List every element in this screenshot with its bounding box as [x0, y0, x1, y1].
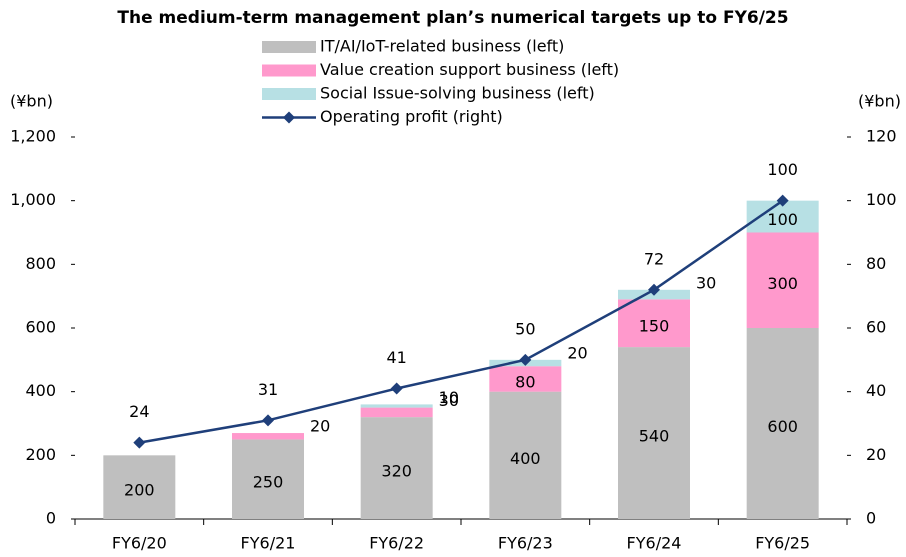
data-label: 200 — [124, 481, 155, 500]
y-tick-label: 200 — [25, 445, 56, 464]
line-marker — [776, 194, 789, 207]
data-label: 20 — [310, 417, 330, 436]
chart-title: The medium-term management plan’s numeri… — [117, 8, 788, 28]
legend-label: IT/AI/IoT-related business (left) — [320, 37, 564, 56]
bar-segment — [232, 433, 304, 440]
bar-segment — [232, 439, 304, 519]
bar-segment — [360, 407, 433, 418]
legend-label: Value creation support business (left) — [320, 60, 619, 79]
legend-swatch — [283, 111, 295, 124]
bar-segment — [489, 366, 562, 392]
data-label: 100 — [767, 160, 798, 179]
data-label: 10 — [439, 388, 459, 407]
data-label: 24 — [129, 402, 149, 421]
data-label: 100 — [767, 210, 798, 229]
data-label: 80 — [515, 372, 535, 391]
line-marker — [133, 436, 146, 449]
bar-segment — [103, 455, 176, 519]
x-tick-label: FY6/22 — [369, 534, 424, 553]
data-label: 300 — [767, 274, 798, 293]
line-marker — [262, 414, 274, 427]
bar-segment — [618, 299, 690, 348]
data-label: 250 — [253, 473, 284, 492]
data-label: 30 — [696, 273, 716, 292]
y-axis-label: (¥bn) — [10, 92, 53, 111]
y2-tick-label: 20 — [866, 445, 886, 464]
data-label: 50 — [515, 319, 535, 338]
data-label: 72 — [644, 249, 664, 268]
data-label: 30 — [439, 391, 459, 410]
bar-segment — [360, 417, 433, 519]
bar-segment — [746, 232, 819, 328]
data-label: 150 — [639, 317, 670, 336]
bar-segment — [360, 404, 433, 408]
line — [139, 199, 784, 444]
x-tick-label: FY6/24 — [627, 534, 682, 553]
bar-segment — [746, 328, 819, 519]
y-tick-label: 400 — [25, 381, 56, 400]
data-label: 320 — [381, 462, 412, 481]
x-tick-label: FY6/21 — [241, 534, 296, 553]
bar-segment — [618, 347, 690, 519]
y-tick-label: 1,200 — [10, 127, 56, 146]
y2-tick-label: 60 — [866, 318, 886, 337]
data-label: 41 — [386, 348, 406, 367]
legend-swatch — [262, 88, 316, 100]
data-label: 400 — [510, 449, 541, 468]
x-tick-label: FY6/25 — [755, 534, 810, 553]
legend-label: Social Issue-solving business (left) — [320, 84, 595, 103]
y2-tick-label: 120 — [866, 127, 897, 146]
y-tick-label: 0 — [46, 509, 56, 528]
y-tick-label: 800 — [25, 254, 56, 273]
data-label: 20 — [567, 343, 587, 362]
line-marker — [648, 283, 660, 296]
y-tick-label: 1,000 — [10, 190, 56, 209]
data-label: 540 — [639, 427, 670, 446]
x-tick-label: FY6/20 — [112, 534, 167, 553]
data-label: 600 — [767, 417, 798, 436]
y2-tick-label: 100 — [866, 190, 897, 209]
legend-swatch — [262, 64, 316, 77]
y-tick-label: 600 — [25, 318, 56, 337]
y2-tick-label: 80 — [866, 254, 886, 273]
data-label: 31 — [258, 380, 278, 399]
bar-segment — [489, 391, 562, 519]
line-marker — [519, 353, 532, 366]
y2-tick-label: 0 — [866, 509, 876, 528]
legend-swatch — [262, 41, 316, 53]
legend-label: Operating profit (right) — [320, 107, 503, 126]
y2-axis-label: (¥bn) — [858, 92, 901, 111]
line-marker — [390, 382, 403, 395]
y2-tick-label: 40 — [866, 381, 886, 400]
x-tick-label: FY6/23 — [498, 534, 553, 553]
